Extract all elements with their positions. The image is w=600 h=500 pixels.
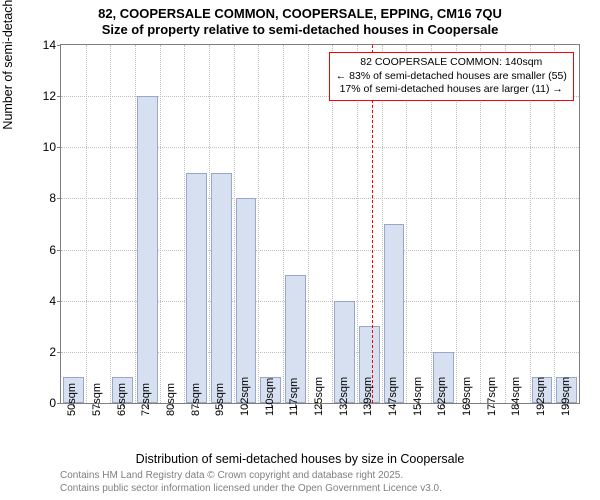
gridline-v: [258, 45, 259, 403]
gridline-v: [209, 45, 210, 403]
gridline-v: [110, 45, 111, 403]
y-tick-mark: [57, 45, 61, 46]
y-axis-label: Number of semi-detached properties: [1, 0, 15, 130]
y-tick-label: 14: [26, 38, 56, 52]
y-tick-label: 8: [26, 191, 56, 205]
y-tick-label: 4: [26, 294, 56, 308]
y-tick-mark: [57, 250, 61, 251]
bar: [236, 198, 257, 403]
bar: [137, 96, 158, 403]
x-axis-label: Distribution of semi-detached houses by …: [0, 452, 600, 466]
bar: [186, 173, 207, 403]
y-tick-label: 10: [26, 140, 56, 154]
gridline-v: [160, 45, 161, 403]
gridline-v: [135, 45, 136, 403]
y-tick-mark: [57, 403, 61, 404]
y-tick-mark: [57, 352, 61, 353]
chart-title-line1: 82, COOPERSALE COMMON, COOPERSALE, EPPIN…: [0, 6, 600, 21]
plot-area: 82 COOPERSALE COMMON: 140sqm← 83% of sem…: [60, 44, 580, 404]
y-tick-mark: [57, 198, 61, 199]
bar: [211, 173, 232, 403]
y-tick-mark: [57, 301, 61, 302]
gridline-v: [283, 45, 284, 403]
footer-line1: Contains HM Land Registry data © Crown c…: [60, 470, 403, 481]
y-tick-label: 12: [26, 89, 56, 103]
annotation-box: 82 COOPERSALE COMMON: 140sqm← 83% of sem…: [329, 52, 574, 101]
gridline-v: [234, 45, 235, 403]
y-tick-mark: [57, 96, 61, 97]
annotation-line1: 82 COOPERSALE COMMON: 140sqm: [336, 56, 567, 70]
chart-container: 82, COOPERSALE COMMON, COOPERSALE, EPPIN…: [0, 0, 600, 500]
footer-line2: Contains public sector information licen…: [60, 483, 442, 494]
annotation-line3: 17% of semi-detached houses are larger (…: [336, 83, 567, 97]
gridline-v: [308, 45, 309, 403]
y-tick-label: 2: [26, 345, 56, 359]
gridline-v: [86, 45, 87, 403]
gridline-v: [184, 45, 185, 403]
chart-title-line2: Size of property relative to semi-detach…: [0, 22, 600, 37]
y-tick-label: 0: [26, 396, 56, 410]
y-tick-mark: [57, 147, 61, 148]
y-tick-label: 6: [26, 243, 56, 257]
annotation-line2: ← 83% of semi-detached houses are smalle…: [336, 70, 567, 84]
